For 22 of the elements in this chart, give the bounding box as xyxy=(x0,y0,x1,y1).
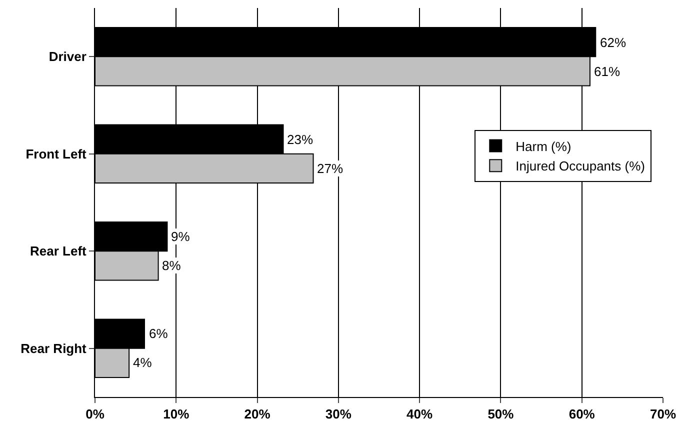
y-tick-label: Rear Right xyxy=(20,340,88,356)
data-label: 8% xyxy=(162,258,182,273)
data-label: 4% xyxy=(133,355,152,370)
legend-label: Harm (%) xyxy=(516,138,572,154)
x-tick-label: 60% xyxy=(568,406,596,422)
x-tick-label: 20% xyxy=(244,406,271,422)
x-tick-label: 40% xyxy=(406,406,434,422)
x-tick-label: 70% xyxy=(650,406,676,422)
x-tick-label: 50% xyxy=(488,406,514,422)
y-tick-label: Front Left xyxy=(26,146,88,162)
y-tick-label: Driver xyxy=(48,49,86,64)
data-label: 9% xyxy=(171,229,190,244)
legend-label: Injured Occupants (%) xyxy=(516,158,645,174)
data-label: 27% xyxy=(317,161,344,176)
x-tick-label: 10% xyxy=(163,406,190,422)
data-label: 62% xyxy=(600,35,626,50)
y-tick-label: Rear Left xyxy=(30,244,88,259)
data-label: 23% xyxy=(287,132,314,147)
x-tick-label: 0% xyxy=(86,406,105,422)
data-label: 61% xyxy=(594,64,620,79)
x-tick-label: 30% xyxy=(325,406,352,422)
data-label: 6% xyxy=(149,326,168,341)
